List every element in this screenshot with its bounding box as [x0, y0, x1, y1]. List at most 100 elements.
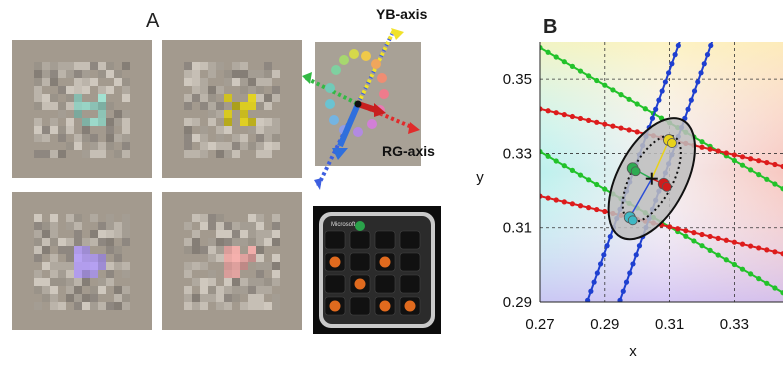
mosaic-cell — [66, 246, 74, 254]
mosaic-cell — [34, 286, 42, 294]
confusion-line-point — [780, 290, 783, 296]
confusion-line-point — [739, 266, 746, 272]
mosaic-cell — [224, 126, 232, 134]
mosaic-cell — [50, 94, 58, 102]
keypad-photo: Microsoft — [313, 206, 441, 334]
mosaic-cell — [122, 214, 130, 222]
mosaic-cell — [98, 102, 106, 110]
mosaic-cell — [216, 150, 224, 158]
mosaic-cell — [42, 70, 50, 78]
mosaic-cell — [34, 238, 42, 246]
mosaic-cell — [122, 150, 130, 158]
mosaic-cell — [184, 134, 192, 142]
confusion-line-point — [698, 70, 704, 76]
mosaic-cell — [232, 150, 240, 158]
mosaic-cell — [82, 238, 90, 246]
mosaic-cell — [192, 70, 200, 78]
confusion-line-point — [602, 208, 608, 215]
mosaic-cell — [42, 94, 50, 102]
mosaic-cell — [122, 110, 130, 118]
x-tick-label: 0.27 — [525, 316, 554, 333]
mosaic-cell — [50, 230, 58, 238]
mosaic-cell — [74, 102, 82, 110]
confusion-line-point — [618, 125, 624, 131]
mosaic-cell — [200, 150, 208, 158]
confusion-line-point — [659, 88, 665, 94]
mosaic-cell — [200, 222, 208, 230]
mosaic-cell — [224, 78, 232, 86]
mosaic-cell — [74, 286, 82, 294]
mosaic-cell — [184, 118, 192, 126]
confusion-line-point — [764, 176, 770, 182]
mosaic-cell — [82, 254, 90, 262]
mosaic-cell — [34, 278, 42, 286]
confusion-line-point — [610, 123, 616, 129]
mosaic-cell — [272, 238, 280, 246]
keypad-dot — [379, 256, 391, 268]
mosaic-cell — [248, 230, 256, 238]
mosaic-cell — [240, 254, 248, 262]
mosaic-cell — [42, 262, 50, 270]
mosaic-cell — [42, 102, 50, 110]
mosaic-cell — [106, 262, 114, 270]
confusion-line-point — [715, 252, 721, 258]
mosaic-cell — [232, 262, 240, 270]
mosaic-cell — [272, 278, 280, 286]
mosaic-cell — [256, 150, 264, 158]
confusion-line-point — [594, 119, 600, 125]
mosaic-cell — [82, 278, 90, 286]
mosaic-cell — [232, 278, 240, 286]
mosaic-cell — [114, 262, 122, 270]
mosaic-cell — [272, 118, 280, 126]
mosaic-cell — [42, 150, 50, 158]
mosaic-cell — [42, 230, 50, 238]
confusion-line-point — [780, 186, 783, 192]
confusion-line-point — [582, 307, 587, 312]
mosaic-cell — [66, 126, 74, 134]
mosaic-cell — [256, 102, 264, 110]
mosaic-cell — [224, 278, 232, 286]
mosaic-cell — [256, 134, 264, 142]
confusion-line-point — [731, 261, 737, 268]
mosaic-cell — [224, 142, 232, 150]
mosaic-cell — [98, 86, 106, 94]
mosaic-cell — [106, 278, 114, 286]
mosaic-cell — [232, 222, 240, 230]
confusion-line-point — [748, 167, 754, 173]
mosaic-cell — [50, 222, 58, 230]
mosaic-cell — [224, 270, 232, 278]
keypad-dot — [329, 256, 341, 268]
mosaic-cell — [90, 78, 98, 86]
mosaic-cell — [248, 94, 256, 102]
mosaic-cell — [264, 302, 272, 310]
mosaic-cell — [256, 86, 264, 94]
mosaic-cell — [98, 94, 106, 102]
mosaic-cell — [82, 246, 90, 254]
mosaic-cell — [264, 278, 272, 286]
mosaic-cell — [74, 94, 82, 102]
mosaic-cell — [90, 262, 98, 270]
mosaic-cell — [184, 238, 192, 246]
mosaic-cell — [82, 86, 90, 94]
mosaic-cell — [248, 86, 256, 94]
confusion-line-point — [594, 206, 600, 213]
mosaic-cell — [34, 230, 42, 238]
confusion-line-point — [672, 52, 678, 58]
mosaic-cell — [216, 102, 224, 110]
mosaic-cell — [114, 286, 122, 294]
confusion-line-point — [626, 96, 632, 102]
mosaic-cell — [114, 302, 122, 310]
mosaic-cell — [114, 150, 122, 158]
mosaic-cell — [34, 134, 42, 142]
mosaic-cell — [66, 286, 74, 294]
mosaic-cell — [58, 62, 66, 70]
mosaic-cell — [216, 286, 224, 294]
mosaic-cell — [200, 214, 208, 222]
confusion-line-point — [630, 261, 636, 267]
mosaic-cell — [184, 150, 192, 158]
confusion-line-point — [561, 112, 567, 118]
mosaic-cell — [58, 150, 66, 158]
mosaic-cell — [58, 70, 66, 78]
confusion-line-point — [601, 252, 607, 258]
mosaic-cell — [272, 222, 280, 230]
